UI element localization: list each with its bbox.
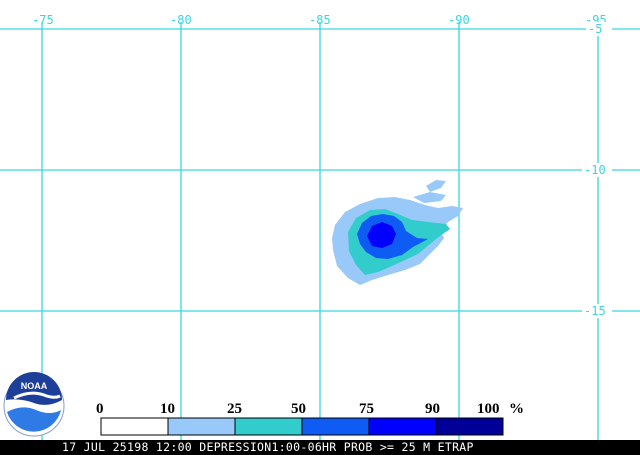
legend-color-bar — [100, 417, 504, 436]
noaa-logo-text: NOAA — [21, 381, 48, 391]
lat-label-10: -10 — [584, 163, 606, 177]
caption-text: 17 JUL 25198 12:00 DEPRESSION1:00-06HR P… — [62, 440, 474, 454]
legend-bin-0-10 — [100, 417, 169, 436]
noaa-logo: NOAA — [3, 372, 65, 437]
legend-bin-75-90 — [368, 417, 437, 436]
legend-break-0: 0 — [96, 401, 104, 417]
lon-label-75: -75 — [32, 13, 54, 27]
caption-bar — [0, 440, 640, 455]
legend-break-100: 100 — [477, 401, 500, 417]
legend-bin-90-100 — [435, 417, 504, 436]
contour-10-25-fragment-b — [413, 192, 446, 203]
legend-break-90: 90 — [425, 401, 440, 417]
probability-contours — [332, 180, 463, 285]
contour-10-25-fragment-a — [426, 180, 446, 192]
legend-labels: 0 10 25 50 75 90 100 % — [96, 401, 524, 417]
longitude-labels: -75 -80 -85 -90 -95 — [32, 13, 607, 27]
lat-label-5: -5 — [588, 22, 602, 36]
legend-unit: % — [509, 401, 524, 417]
lat-lon-grid — [0, 22, 640, 440]
latitude-labels: -5 -10 -15 — [582, 22, 612, 318]
legend-bin-10-25 — [167, 417, 236, 436]
legend-break-25: 25 — [227, 401, 242, 417]
legend-break-10: 10 — [160, 401, 175, 417]
legend-bin-25-50 — [234, 417, 303, 436]
legend-bin-50-75 — [301, 417, 370, 436]
lon-label-90: -90 — [448, 13, 470, 27]
legend-break-75: 75 — [359, 401, 374, 417]
lon-label-80: -80 — [170, 13, 192, 27]
lat-label-15: -15 — [584, 304, 606, 318]
legend-break-50: 50 — [291, 401, 306, 417]
contour-75-90 — [367, 222, 396, 248]
lon-label-85: -85 — [309, 13, 331, 27]
